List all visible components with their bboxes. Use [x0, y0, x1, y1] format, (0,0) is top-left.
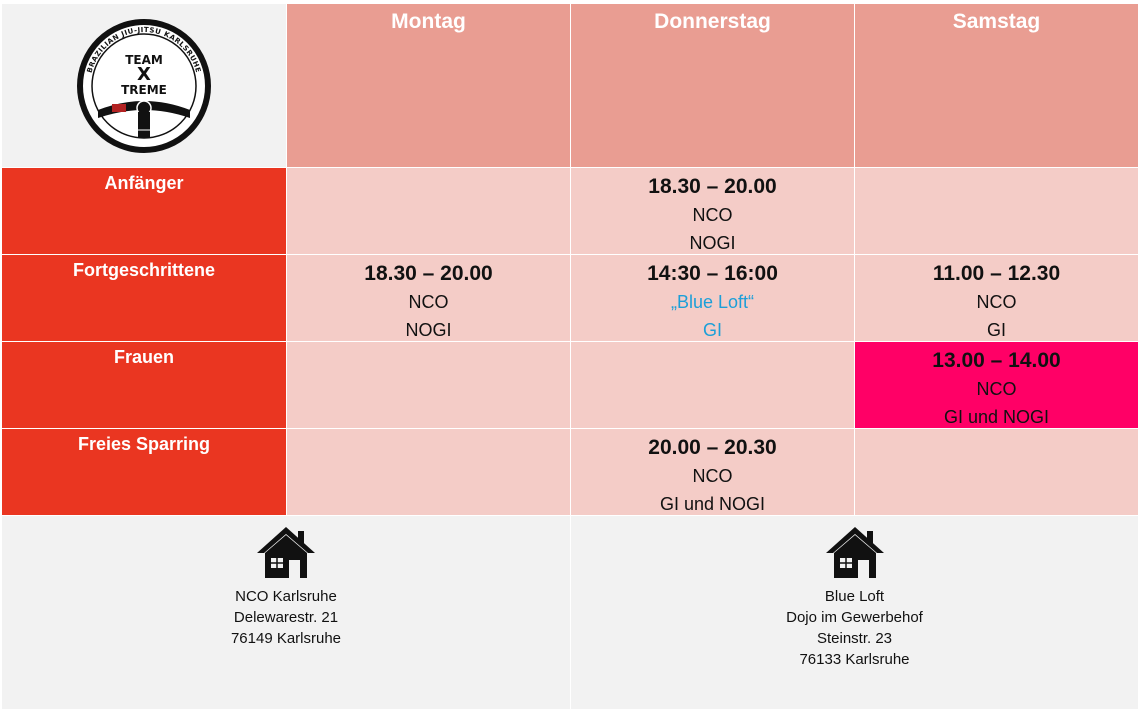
- category-free-sparring: Freies Sparring: [2, 429, 286, 515]
- schedule-table: BRAZILIAN JIU-JITSU KARLSRUHE TEAM X TRE…: [2, 4, 1138, 709]
- slot-advanced-monday: 18.30 – 20.00 NCO NOGI: [287, 255, 570, 341]
- location-street: Delewarestr. 21: [233, 609, 339, 626]
- logo-text-x: X: [137, 64, 151, 85]
- location-blue-loft: Blue Loft Dojo im Gewerbehof Steinstr. 2…: [571, 516, 1138, 709]
- logo-text-bottom: TREME: [121, 83, 167, 97]
- slot-place: NCO: [408, 292, 449, 312]
- slot-beginners-thursday: 18.30 – 20.00 NCO NOGI: [571, 168, 854, 254]
- slot-women-thursday: [571, 342, 854, 428]
- slot-style: GI und NOGI: [943, 407, 1050, 427]
- slot-time: 18.30 – 20.00: [648, 175, 777, 198]
- slot-style: NOGI: [689, 233, 736, 253]
- slot-time: 13.00 – 14.00: [932, 349, 1061, 372]
- day-header-saturday: Samstag: [855, 4, 1138, 167]
- slot-beginners-monday: [287, 168, 570, 254]
- logo-cell: BRAZILIAN JIU-JITSU KARLSRUHE TEAM X TRE…: [2, 4, 286, 167]
- logo-text-top: TEAM: [125, 53, 163, 67]
- slot-place: „Blue Loft“: [670, 292, 755, 312]
- slot-advanced-thursday: 14:30 – 16:00 „Blue Loft“ GI: [571, 255, 854, 341]
- house-icon: [257, 527, 315, 578]
- belt-icon: [98, 99, 190, 138]
- day-header-thursday: Donnerstag: [571, 4, 854, 167]
- slot-sparring-thursday: 20.00 – 20.30 NCO GI und NOGI: [571, 429, 854, 515]
- slot-style: GI: [986, 320, 1006, 340]
- location-city: 76149 Karlsruhe: [230, 630, 342, 647]
- slot-style: GI und NOGI: [659, 494, 766, 514]
- slot-style: NOGI: [405, 320, 452, 340]
- location-name: NCO Karlsruhe: [235, 588, 337, 605]
- slot-women-saturday: 13.00 – 14.00 NCO GI und NOGI: [855, 342, 1138, 428]
- slot-women-monday: [287, 342, 570, 428]
- team-xtreme-logo: BRAZILIAN JIU-JITSU KARLSRUHE TEAM X TRE…: [77, 18, 211, 153]
- location-street: Steinstr. 23: [816, 630, 893, 647]
- slot-time: 18.30 – 20.00: [364, 262, 493, 285]
- slot-time: 20.00 – 20.30: [648, 436, 777, 459]
- category-advanced: Fortgeschrittene: [2, 255, 286, 341]
- slot-time: 11.00 – 12.30: [932, 262, 1061, 285]
- slot-sparring-saturday: [855, 429, 1138, 515]
- slot-place: NCO: [692, 205, 733, 225]
- slot-place: NCO: [976, 292, 1017, 312]
- slot-beginners-saturday: [855, 168, 1138, 254]
- location-city: 76133 Karlsruhe: [799, 651, 910, 668]
- category-women: Frauen: [2, 342, 286, 428]
- slot-place: NCO: [976, 379, 1017, 399]
- category-beginners: Anfänger: [2, 168, 286, 254]
- location-subtitle: Dojo im Gewerbehof: [786, 609, 923, 626]
- slot-style: GI: [702, 320, 722, 340]
- slot-place: NCO: [692, 466, 733, 486]
- slot-sparring-monday: [287, 429, 570, 515]
- location-nco: NCO Karlsruhe Delewarestr. 21 76149 Karl…: [2, 516, 570, 709]
- house-icon: [825, 527, 884, 578]
- location-name: Blue Loft: [824, 588, 885, 605]
- day-header-monday: Montag: [287, 4, 570, 167]
- slot-time: 14:30 – 16:00: [647, 262, 778, 285]
- slot-advanced-saturday: 11.00 – 12.30 NCO GI: [855, 255, 1138, 341]
